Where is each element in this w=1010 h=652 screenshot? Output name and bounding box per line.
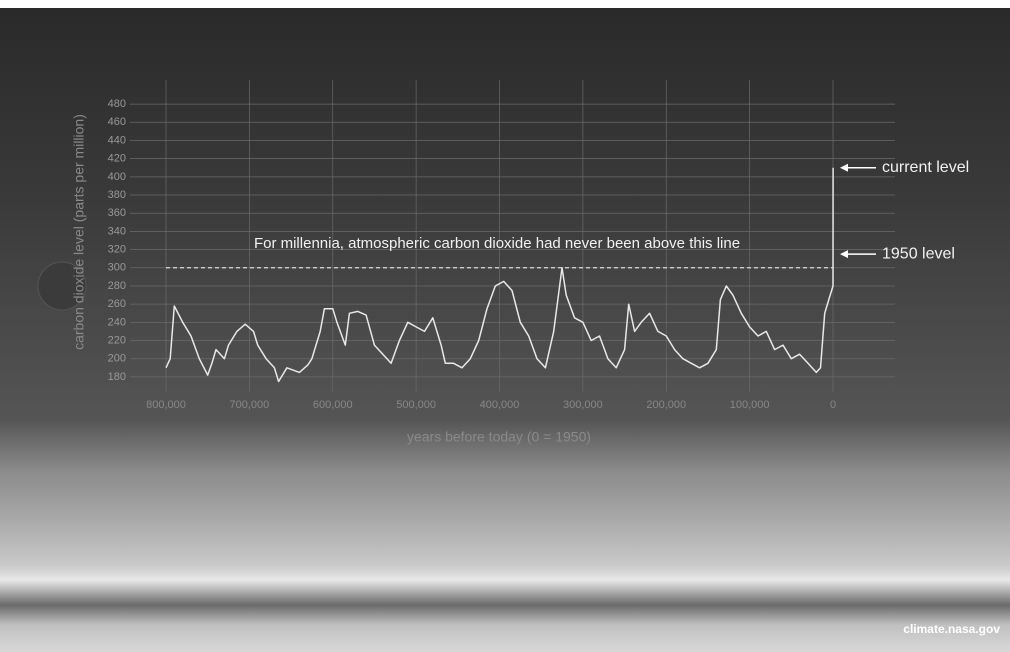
y-tick-label: 240 [108, 316, 126, 328]
arrow-head [840, 250, 848, 258]
x-tick-label: 200,000 [646, 399, 686, 411]
x-tick-label: 600,000 [313, 399, 353, 411]
x-tick-label: 800,000 [146, 399, 186, 411]
y-tick-label: 220 [108, 334, 126, 346]
y-tick-label: 460 [108, 116, 126, 128]
y-tick-label: 280 [108, 280, 126, 292]
source: climate.nasa.gov [903, 622, 1000, 636]
y-tick-label: 400 [108, 171, 126, 183]
x-tick-label: 500,000 [396, 399, 436, 411]
reference-label: For millennia, atmospheric carbon dioxid… [254, 235, 740, 252]
y-tick-label: 480 [108, 98, 126, 110]
y-tick-label: 300 [108, 262, 126, 274]
y-tick-label: 320 [108, 244, 126, 256]
y-tick-label: 200 [108, 353, 126, 365]
y-tick-label: 340 [108, 225, 126, 237]
x-tick-label: 100,000 [730, 399, 770, 411]
y-tick-label: 440 [108, 134, 126, 146]
annotation-label: current level [882, 159, 969, 176]
y-axis-label: carbon dioxide level (parts per million) [71, 114, 87, 350]
y-tick-label: 360 [108, 207, 126, 219]
y-tick-label: 180 [108, 371, 126, 383]
y-tick-label: 380 [108, 189, 126, 201]
x-axis-label: years before today (0 = 1950) [407, 429, 591, 445]
x-tick-label: 400,000 [480, 399, 520, 411]
annotation-label: 1950 level [882, 245, 955, 262]
x-tick-label: 300,000 [563, 399, 603, 411]
x-tick-label: 0 [830, 399, 836, 411]
y-tick-label: 420 [108, 153, 126, 165]
y-tick-label: 260 [108, 298, 126, 310]
screenshot: carbon dioxide level (parts per million)… [0, 0, 1010, 652]
arrow-head [840, 164, 848, 172]
chart: carbon dioxide level (parts per million)… [0, 0, 1010, 652]
x-tick-label: 700,000 [229, 399, 269, 411]
